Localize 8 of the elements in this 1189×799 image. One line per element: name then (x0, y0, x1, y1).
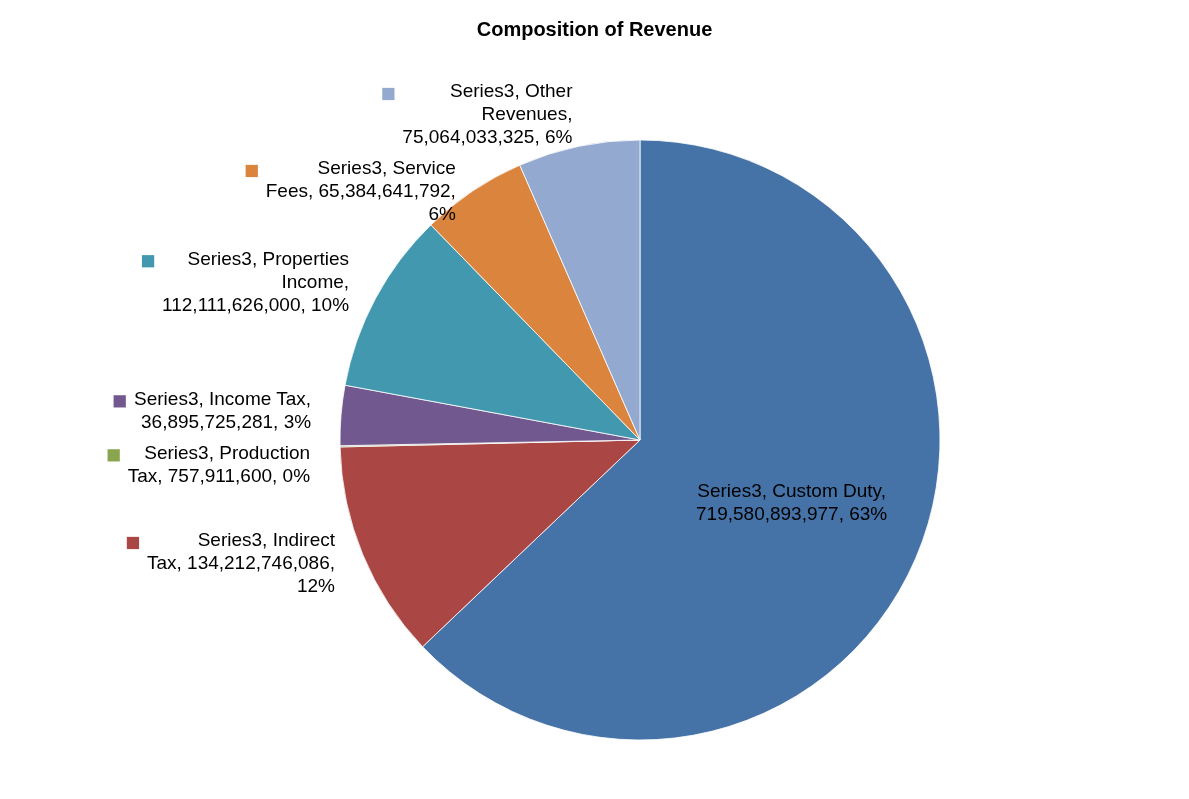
data-label: Series3, Properties Income, 112,111,626,000, 10% (162, 247, 350, 315)
data-label: Series3, Custom Duty, 719,580,893,977, 63% (696, 480, 888, 525)
chart-title: Composition of Revenue (476, 18, 713, 40)
data-label: Series3, Income Tax, 36,895,725,281, 3% (134, 387, 312, 432)
data-label: Series3, Other Revenues, 75,064,033,325, 6% (402, 80, 574, 148)
data-label: Series3, Service Fees, 65,384,641,792, 6% (265, 157, 456, 225)
data-label: Series3, Production Tax, 757,911,600, 0% (127, 441, 311, 486)
data-label: Series3, Indirect Tax, 134,212,746,086, 12% (146, 529, 336, 597)
